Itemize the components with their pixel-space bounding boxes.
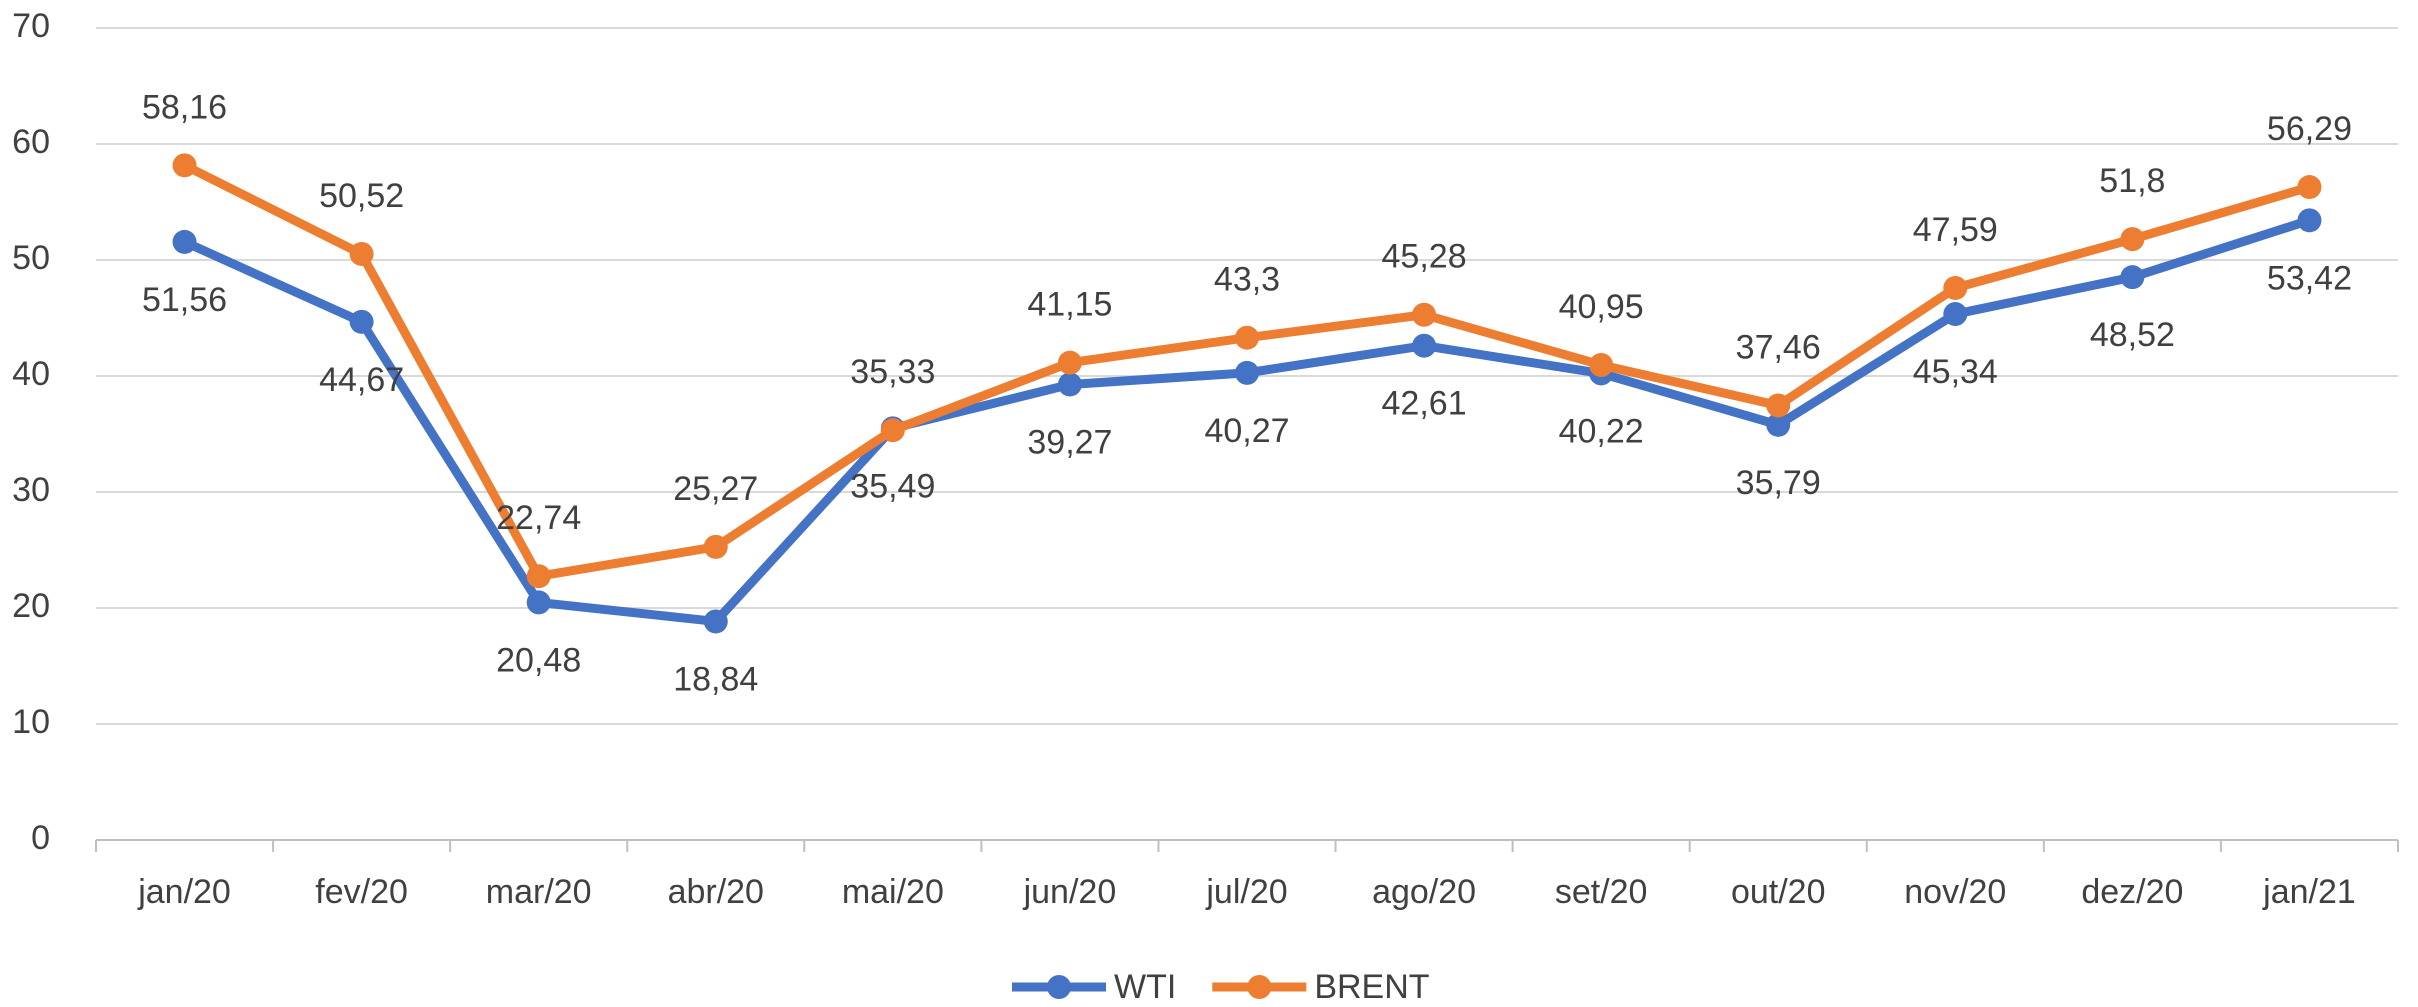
data-point bbox=[349, 309, 374, 334]
data-label: 58,16 bbox=[142, 88, 227, 126]
data-label: 48,52 bbox=[2090, 316, 2175, 354]
data-point bbox=[1589, 352, 1614, 377]
x-tick-label: jan/21 bbox=[2262, 873, 2356, 911]
data-label: 25,27 bbox=[673, 470, 758, 508]
y-tick-label: 0 bbox=[31, 819, 50, 857]
data-point bbox=[1057, 350, 1082, 375]
x-tick-label: nov/20 bbox=[1904, 873, 2006, 911]
y-tick-label: 70 bbox=[12, 7, 50, 45]
data-point bbox=[1057, 372, 1082, 397]
data-point bbox=[1235, 325, 1259, 350]
data-label: 20,48 bbox=[496, 641, 581, 679]
data-label: 41,15 bbox=[1027, 286, 1112, 324]
data-point bbox=[703, 609, 728, 634]
data-label: 35,33 bbox=[850, 353, 935, 391]
data-point bbox=[2120, 227, 2145, 252]
data-point bbox=[880, 418, 905, 443]
data-label: 45,34 bbox=[1913, 353, 1998, 391]
x-tick-label: dez/20 bbox=[2081, 873, 2183, 911]
data-point bbox=[703, 534, 728, 559]
data-point bbox=[1235, 360, 1259, 385]
data-label: 22,74 bbox=[496, 499, 581, 537]
data-label: 47,59 bbox=[1913, 211, 1998, 249]
data-label: 35,49 bbox=[850, 467, 935, 505]
data-point bbox=[1766, 412, 1791, 437]
x-tick-label: mar/20 bbox=[486, 873, 592, 911]
data-point bbox=[1766, 393, 1791, 418]
data-label: 45,28 bbox=[1382, 238, 1467, 276]
y-tick-label: 30 bbox=[12, 471, 50, 509]
data-point bbox=[2120, 265, 2145, 290]
x-tick-label: ago/20 bbox=[1372, 873, 1476, 911]
data-point bbox=[2297, 175, 2322, 200]
legend-marker bbox=[1247, 975, 1272, 999]
data-point bbox=[2297, 208, 2322, 233]
y-tick-label: 50 bbox=[12, 239, 50, 277]
y-tick-label: 10 bbox=[12, 703, 50, 741]
data-point bbox=[1412, 302, 1437, 327]
data-label: 50,52 bbox=[319, 177, 404, 215]
x-tick-label: set/20 bbox=[1555, 873, 1648, 911]
data-point bbox=[172, 153, 197, 178]
legend-label: BRENT bbox=[1314, 968, 1429, 1006]
x-tick-label: jul/20 bbox=[1205, 873, 1287, 911]
data-label: 35,79 bbox=[1736, 464, 1821, 502]
data-label: 51,8 bbox=[2099, 162, 2165, 200]
data-label: 44,67 bbox=[319, 361, 404, 399]
data-label: 51,56 bbox=[142, 281, 227, 319]
x-tick-label: jun/20 bbox=[1023, 873, 1117, 911]
data-point bbox=[1412, 333, 1437, 358]
data-point bbox=[526, 590, 551, 615]
x-tick-label: mai/20 bbox=[842, 873, 944, 911]
data-label: 53,42 bbox=[2267, 259, 2352, 297]
data-label: 39,27 bbox=[1027, 423, 1112, 461]
data-label: 40,22 bbox=[1559, 412, 1644, 450]
data-label: 56,29 bbox=[2267, 110, 2352, 148]
y-tick-label: 20 bbox=[12, 587, 50, 625]
data-point bbox=[349, 241, 374, 266]
x-tick-label: fev/20 bbox=[315, 873, 408, 911]
data-label: 37,46 bbox=[1736, 328, 1821, 366]
y-tick-label: 40 bbox=[12, 355, 50, 393]
data-label: 18,84 bbox=[673, 660, 758, 698]
data-point bbox=[1943, 302, 1968, 327]
x-tick-label: abr/20 bbox=[668, 873, 764, 911]
data-label: 43,3 bbox=[1214, 261, 1280, 299]
data-point bbox=[1943, 275, 1968, 300]
legend-marker bbox=[1047, 975, 1071, 999]
x-tick-label: jan/20 bbox=[137, 873, 231, 911]
data-label: 40,27 bbox=[1204, 412, 1289, 450]
data-label: 42,61 bbox=[1382, 385, 1467, 423]
x-tick-label: out/20 bbox=[1731, 873, 1826, 911]
data-point bbox=[172, 229, 197, 254]
data-point bbox=[526, 564, 551, 589]
data-label: 40,95 bbox=[1559, 288, 1644, 326]
y-tick-label: 60 bbox=[12, 123, 50, 161]
legend-label: WTI bbox=[1114, 968, 1176, 1006]
